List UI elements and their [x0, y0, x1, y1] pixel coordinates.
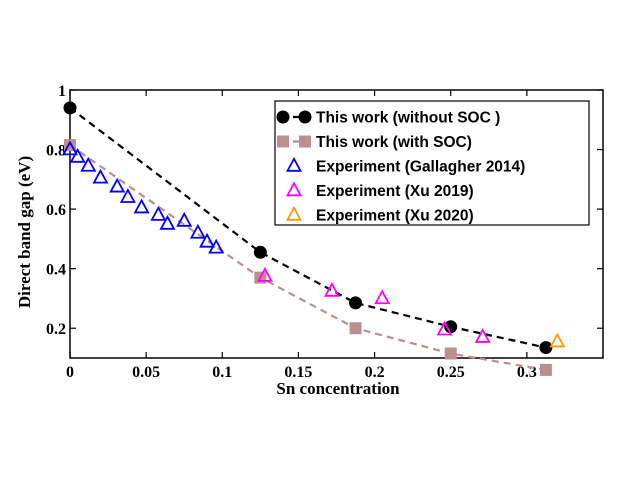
legend-marker: [298, 110, 312, 124]
legend-marker: [299, 135, 311, 148]
legend-marker: [285, 181, 303, 197]
y-tick-label: 0.2: [46, 321, 66, 338]
data-point: [253, 245, 267, 259]
series-4: [549, 332, 566, 348]
data-point: [539, 341, 553, 355]
x-tick-label: 0.2: [365, 364, 385, 381]
legend-item: Experiment (Xu 2020): [285, 205, 474, 225]
data-point: [349, 296, 363, 310]
y-tick-label: 0.6: [46, 202, 66, 219]
data-point: [119, 188, 136, 203]
data-point: [256, 267, 273, 282]
data-point: [61, 140, 79, 156]
y-tick-label: 1: [58, 83, 66, 100]
series-3: [256, 267, 491, 343]
data-point: [323, 281, 340, 297]
data-point: [349, 322, 362, 335]
legend: This work (without SOC ) This work (with …: [274, 100, 590, 226]
data-point: [474, 328, 491, 343]
series-0: [63, 101, 553, 355]
legend-label: Experiment (Xu 2020): [316, 208, 474, 225]
y-axis-title: Direct band gap (eV): [15, 156, 34, 308]
legend-item: Experiment (Xu 2019): [285, 181, 474, 200]
legend-label: Experiment (Gallagher 2014): [316, 159, 525, 176]
legend-label: This work (with SOC): [316, 134, 472, 151]
series-layer: [61, 101, 566, 376]
x-tick-label: 0.15: [284, 364, 312, 381]
x-axis-ticks: 0 0.05 0.1 0.15 0.2 0.25 0.3: [66, 90, 537, 381]
legend-marker: [285, 205, 303, 221]
x-tick-label: 0.05: [132, 364, 160, 381]
legend-marker: [277, 135, 289, 148]
data-point: [92, 168, 109, 184]
legend-label: Experiment (Xu 2019): [316, 183, 474, 200]
legend-item: This work (with SOC): [277, 134, 472, 151]
series-line: [69, 106, 547, 349]
data-point: [374, 289, 391, 305]
data-point: [109, 177, 126, 193]
legend-item: Experiment (Gallagher 2014): [285, 156, 525, 176]
data-point: [176, 211, 193, 227]
data-point: [444, 347, 457, 360]
legend-frame: [274, 100, 590, 226]
data-point: [549, 332, 566, 348]
x-tick-label: 0.3: [517, 364, 537, 381]
x-tick-label: 0.25: [437, 364, 465, 381]
data-point: [208, 238, 225, 254]
series-2: [61, 140, 225, 254]
legend-item: This work (without SOC ): [276, 110, 500, 127]
x-axis-title: Sn concentration: [276, 379, 400, 398]
data-point: [133, 198, 150, 214]
plot-frame: [69, 89, 604, 359]
y-tick-label: 0.4: [46, 262, 66, 279]
data-point: [159, 214, 176, 230]
legend-label: This work (without SOC ): [316, 110, 500, 127]
data-point: [539, 363, 552, 376]
data-point: [69, 147, 86, 163]
y-tick-label: 0.8: [46, 143, 66, 160]
data-point: [189, 223, 206, 239]
data-point: [80, 156, 97, 172]
legend-marker: [285, 156, 303, 172]
legend-marker: [276, 110, 290, 124]
data-point: [150, 205, 167, 221]
data-point: [63, 101, 77, 115]
y-axis-ticks: 0.2 0.4 0.6 0.8 1: [46, 83, 603, 338]
x-tick-label: 0: [66, 364, 74, 381]
data-point: [199, 232, 216, 248]
data-point: [436, 320, 453, 336]
x-tick-label: 0.1: [212, 364, 232, 381]
